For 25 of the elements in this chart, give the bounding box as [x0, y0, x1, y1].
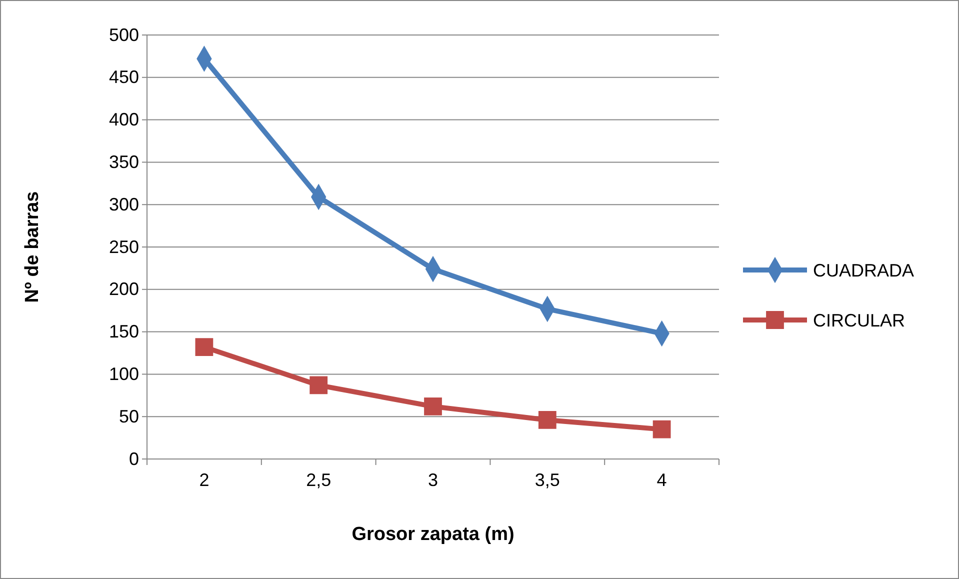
- point: [195, 338, 214, 356]
- x-tick-label: 3,5: [534, 470, 560, 490]
- y-tick-label: 350: [108, 152, 139, 172]
- y-tick-label: 50: [118, 406, 139, 426]
- point: [424, 397, 442, 416]
- y-tick-label: 450: [108, 67, 139, 88]
- y-tick-label: 200: [108, 279, 139, 300]
- point: [310, 376, 328, 394]
- x-tick-label: 4: [656, 470, 667, 490]
- y-tick-label: 0: [128, 448, 139, 469]
- x-tick-label: 2,5: [306, 470, 332, 490]
- y-tick-label: 250: [108, 236, 139, 257]
- y-tick-label: 150: [108, 322, 139, 342]
- x-tick-label: 3: [428, 470, 438, 490]
- y-tick-label: 500: [108, 24, 139, 45]
- point: [652, 420, 671, 438]
- legend-label: CUADRADA: [813, 260, 914, 280]
- y-axis-title: Nº de barras: [22, 191, 43, 303]
- point: [538, 411, 556, 429]
- y-tick-label: 100: [108, 364, 139, 384]
- x-tick-label: 2: [199, 470, 210, 490]
- y-tick-label: 300: [108, 194, 139, 214]
- y-tick-label: 400: [108, 110, 139, 130]
- x-axis-title: Grosor zapata (m): [352, 524, 514, 545]
- legend-label: CIRCULAR: [813, 310, 906, 330]
